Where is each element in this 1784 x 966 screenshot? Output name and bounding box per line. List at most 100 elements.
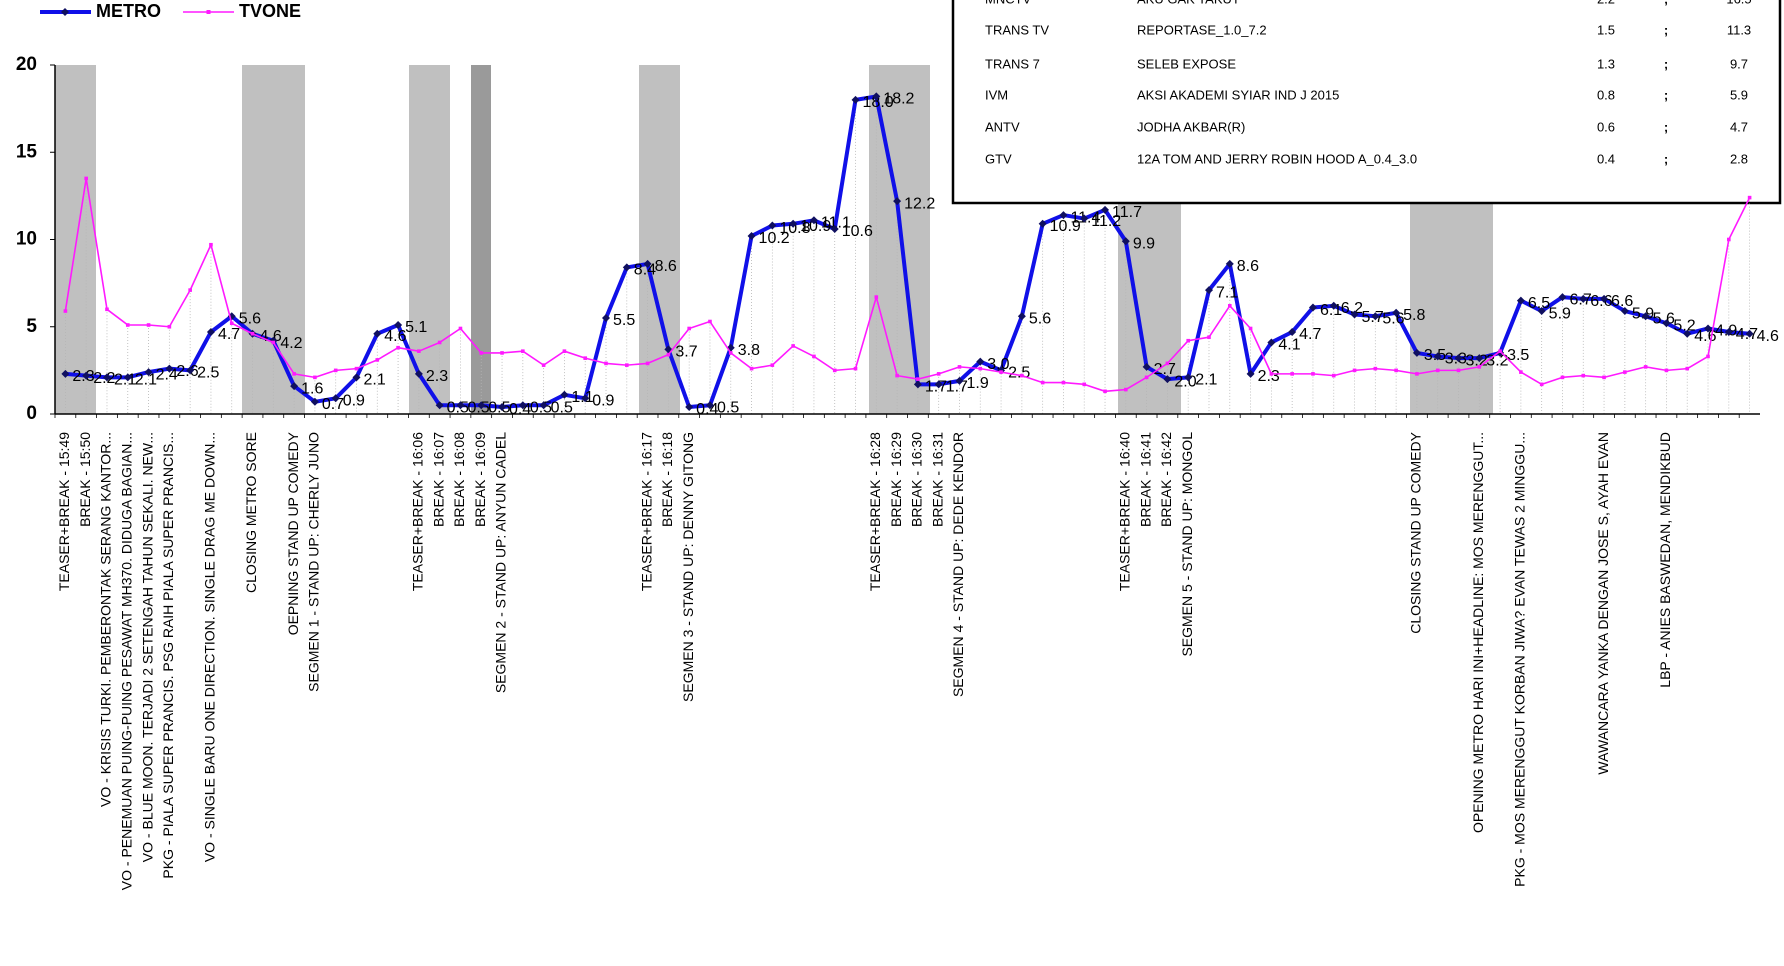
- x-tick-label: VO - BLUE MOON. TERJADI 2 SETENGAH TAHUN…: [139, 432, 155, 862]
- table-cell: IVM: [985, 87, 1008, 102]
- table-cell: ;: [1664, 0, 1668, 6]
- marker: [1724, 327, 1733, 336]
- table-cell: 0.6: [1597, 119, 1615, 134]
- data-label: 5.1: [405, 319, 427, 336]
- marker: [250, 331, 255, 336]
- x-tick-label: BREAK - 16:07: [430, 432, 446, 527]
- table-cell: 1.3: [1597, 56, 1615, 71]
- marker: [1623, 370, 1627, 374]
- data-label: 11.1: [821, 215, 851, 232]
- table-box: [951, 0, 1782, 205]
- marker: [1516, 296, 1525, 305]
- marker: [1267, 338, 1276, 347]
- marker: [186, 366, 195, 375]
- x-tick-label: TEASER+BREAK - 15:49: [56, 432, 72, 591]
- marker: [1747, 195, 1752, 200]
- marker: [209, 242, 213, 247]
- marker: [456, 401, 465, 410]
- marker: [331, 394, 340, 403]
- data-label: 5.5: [613, 312, 635, 329]
- marker: [1040, 380, 1045, 385]
- marker: [936, 372, 941, 376]
- data-label: 2.1: [1195, 372, 1217, 389]
- marker: [396, 345, 400, 350]
- marker: [978, 366, 983, 371]
- data-label: 10.2: [759, 230, 790, 247]
- marker: [916, 377, 920, 381]
- data-label: 5.6: [239, 310, 261, 327]
- data-label: 0.4: [696, 401, 718, 418]
- marker: [167, 324, 172, 329]
- marker: [1373, 366, 1378, 371]
- table-cell: 12A TOM AND JERRY ROBIN HOOD A_0.4_3.0: [1137, 151, 1417, 166]
- marker: [1246, 369, 1255, 378]
- marker: [1412, 348, 1421, 357]
- marker: [206, 327, 215, 336]
- data-label: 5.8: [1403, 307, 1425, 324]
- data-label: 8.6: [655, 258, 677, 275]
- marker: [1704, 324, 1713, 333]
- marker: [622, 263, 631, 272]
- marker: [229, 321, 234, 326]
- marker: [1350, 310, 1359, 319]
- data-label: 0.5: [551, 399, 573, 416]
- marker: [1059, 211, 1068, 220]
- data-label: 11.2: [1091, 213, 1121, 230]
- marker: [1121, 237, 1130, 246]
- marker: [1144, 375, 1149, 380]
- marker: [1290, 372, 1294, 376]
- table-cell: 0.8: [1597, 87, 1615, 102]
- marker: [1038, 219, 1047, 228]
- table-cell: JODHA AKBAR(R): [1137, 119, 1245, 134]
- marker: [1620, 307, 1629, 316]
- marker: [1435, 368, 1440, 373]
- marker: [1269, 372, 1274, 376]
- data-label: 5.9: [1632, 305, 1654, 322]
- data-label: 3.5: [1507, 347, 1529, 364]
- table-cell: ;: [1664, 56, 1668, 71]
- table-cell: 0.4: [1597, 151, 1615, 166]
- data-label: 0.5: [530, 399, 552, 416]
- table-cell: 5.9: [1730, 87, 1748, 102]
- marker: [666, 352, 671, 357]
- data-label: 10.9: [800, 218, 831, 235]
- marker: [1643, 365, 1648, 369]
- x-tick-label: VO - PENEMUAN PUING-PUING PESAWAT MH370.…: [118, 432, 134, 890]
- x-tick-label: PKG - PIALA SUPER PRANCIS. PSG RAIH PIAL…: [160, 432, 176, 879]
- marker: [1745, 329, 1754, 338]
- x-tick-label: BREAK - 16:29: [888, 432, 904, 527]
- data-label: 4.7: [218, 326, 240, 343]
- data-label: 4.7: [1299, 326, 1321, 343]
- data-label: 11.7: [1112, 204, 1142, 221]
- marker: [518, 401, 527, 410]
- data-label: 5.9: [1549, 305, 1571, 322]
- table-cell: TRANS 7: [985, 56, 1040, 71]
- marker: [1124, 387, 1128, 392]
- marker: [1204, 286, 1213, 295]
- legend-label: METRO: [96, 1, 161, 21]
- table-cell: 4.7: [1730, 119, 1748, 134]
- x-tick-label: BREAK - 16:08: [451, 432, 467, 527]
- marker: [1207, 335, 1211, 340]
- table-cell: TRANS TV: [985, 22, 1049, 37]
- data-label: 7.1: [1216, 284, 1238, 301]
- marker: [1163, 375, 1172, 384]
- marker: [479, 351, 484, 355]
- marker: [1103, 389, 1107, 394]
- marker: [560, 390, 569, 399]
- legend-label: TVONE: [239, 1, 301, 21]
- data-label: 4.6: [1757, 328, 1779, 345]
- series-line: [64, 177, 1751, 393]
- marker: [310, 397, 319, 406]
- table-cell: ;: [1664, 87, 1668, 102]
- marker: [146, 323, 151, 327]
- marker: [61, 369, 70, 378]
- data-label: 6.2: [1341, 300, 1363, 317]
- data-label: 0.5: [717, 399, 739, 416]
- band: [409, 65, 450, 414]
- marker: [165, 364, 174, 373]
- marker: [872, 92, 881, 101]
- marker: [105, 307, 109, 312]
- y-tick-label: 20: [16, 54, 37, 75]
